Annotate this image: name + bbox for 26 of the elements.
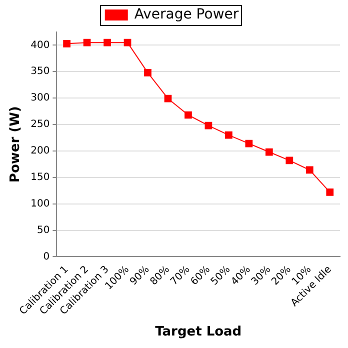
point [63,40,70,48]
point [225,131,232,139]
y-tick-label: 50 [36,224,50,236]
point [286,156,294,164]
y-tick-label: 0 [43,251,50,262]
y-tick-label: 350 [30,66,50,78]
y-tick-label: 200 [30,146,50,157]
point [184,111,192,119]
legend-label: Average Power [134,6,239,23]
point [164,94,172,102]
point [326,188,334,196]
y-tick-label: 250 [30,119,50,130]
y-tick-label: 300 [30,92,50,104]
point [104,38,111,46]
x-axis-title: Target Load [155,324,242,340]
point [204,122,212,130]
y-tick-label: 400 [30,40,50,51]
y-axis-title: Power (W) [8,106,24,183]
y-tick-label: 100 [30,198,50,210]
point [306,166,314,174]
y-tick-label: 150 [30,172,50,183]
point [265,148,273,156]
point [245,140,253,148]
point [124,38,132,46]
point [144,69,152,76]
point [83,38,91,46]
